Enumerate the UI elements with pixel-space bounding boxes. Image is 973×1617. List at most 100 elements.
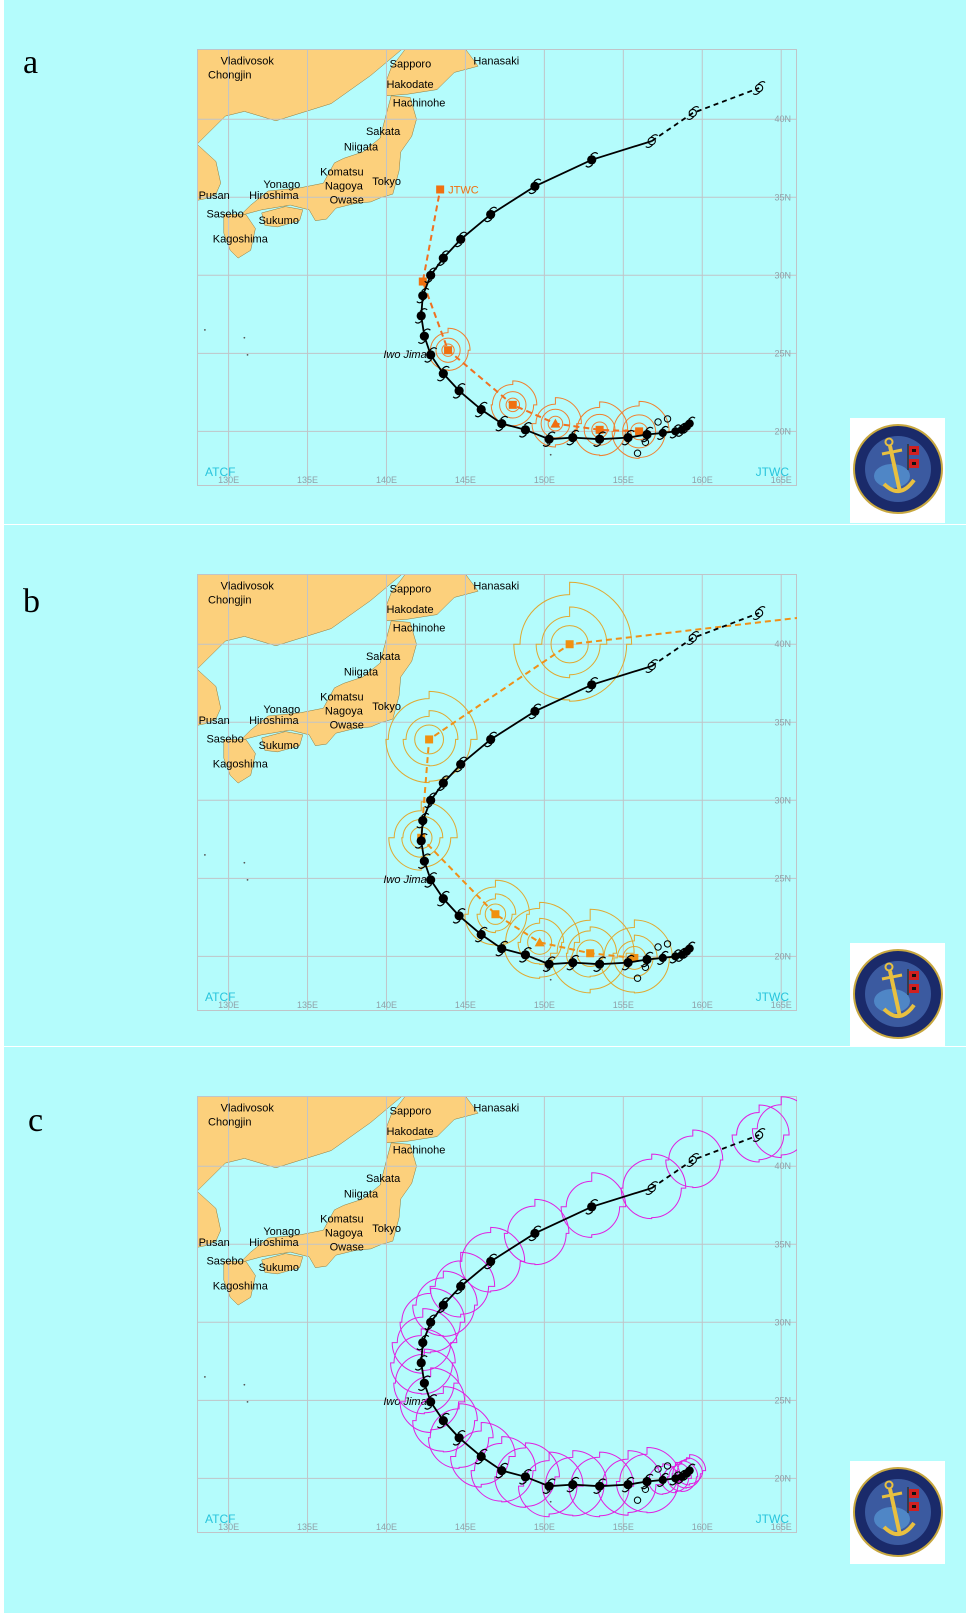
city-label: Sakata <box>366 1173 401 1185</box>
track-symbol <box>436 890 450 907</box>
track-symbol-extratropical <box>752 81 766 95</box>
lon-label: 150E <box>534 475 555 485</box>
wind-radius-ring <box>441 343 455 357</box>
genesis-symbol <box>654 943 662 951</box>
city-label: Hakodate <box>386 79 433 91</box>
landmass-group <box>197 49 552 456</box>
wind-radius-ring <box>503 1198 570 1266</box>
lon-label: 140E <box>376 1522 397 1532</box>
lon-label: 165E <box>771 1000 792 1010</box>
city-label: Hiroshima <box>249 715 299 727</box>
wind-radius-ring <box>517 917 565 965</box>
city-label: Chongjin <box>208 70 251 82</box>
city-label: Sasebo <box>206 209 243 221</box>
city-label: Komatsu <box>320 691 363 703</box>
lon-label: 145E <box>455 475 476 485</box>
city-label: Vladivosok <box>221 56 275 68</box>
lon-label: 155E <box>613 1522 634 1532</box>
track-symbol-extratropical <box>686 106 700 120</box>
landmass <box>242 620 417 746</box>
track-symbol <box>436 250 450 266</box>
track-symbol <box>528 178 542 195</box>
lon-label: 135E <box>297 475 318 485</box>
best-track <box>414 81 766 457</box>
landmass <box>197 1190 221 1248</box>
lon-label: 160E <box>692 1000 713 1010</box>
track-symbol <box>436 775 450 791</box>
seal-ocean <box>874 1507 910 1531</box>
city-label: Sakata <box>366 126 401 138</box>
track-symbol <box>424 347 438 363</box>
track-symbol <box>593 956 607 972</box>
wind-radius-ring <box>541 1450 608 1517</box>
map-frame <box>197 1096 797 1533</box>
wind-radius-ring <box>535 606 608 679</box>
genesis-symbol <box>641 438 650 446</box>
anchor-shank <box>888 445 902 493</box>
wind-radius-ring <box>399 1367 466 1434</box>
track-symbol <box>656 950 669 966</box>
track-symbol-extratropical <box>645 1181 659 1196</box>
lon-label: 140E <box>376 1000 397 1010</box>
track-symbol <box>454 1278 468 1295</box>
wind-radius-ring <box>615 1446 682 1514</box>
landmass <box>242 1142 417 1268</box>
track-symbol <box>656 425 669 441</box>
track-symbol <box>669 1471 682 1486</box>
island-dot <box>203 329 206 331</box>
flag-center <box>912 449 916 452</box>
wind-radius-ring <box>435 337 461 363</box>
panel-label: a <box>23 44 39 81</box>
anchor-stock <box>881 448 903 456</box>
panel-c: c 130E135E140E145E150E155E160E165E20N20N… <box>4 1047 966 1613</box>
island-dot <box>243 861 246 864</box>
lat-label-right: 35N <box>774 717 791 727</box>
panel-a: a 130E135E140E145E150E155E160E165E20N20N… <box>4 0 966 524</box>
island-dot <box>203 1376 206 1378</box>
best-track <box>414 1128 766 1504</box>
track-symbol <box>593 431 607 447</box>
wind-radius-ring <box>550 908 635 994</box>
wind-radius-ring <box>647 1463 680 1495</box>
city-label: Hachinohe <box>393 1145 446 1157</box>
wind-radius-ring <box>484 903 507 925</box>
lat-label-right: 35N <box>774 1239 791 1249</box>
wind-radius-ring <box>565 926 618 978</box>
city-label: Pusan <box>199 1237 230 1249</box>
grid: 130E135E140E145E150E155E160E165E20N20N25… <box>197 574 797 1011</box>
city-label: Sasebo <box>206 1256 243 1268</box>
forecast-marker <box>550 418 561 428</box>
landmass <box>261 1253 304 1275</box>
flag-center <box>912 1505 916 1508</box>
track-symbol <box>424 1394 438 1410</box>
flag-center <box>912 987 916 990</box>
city-label: Niigata <box>344 1188 379 1200</box>
forecast-group: JTWC <box>418 184 670 459</box>
genesis-symbol <box>641 963 650 971</box>
landmass <box>223 214 256 259</box>
wind-radius-ring <box>505 397 521 413</box>
island-dot <box>243 1383 246 1386</box>
lon-label: 130E <box>218 475 239 485</box>
wind-radius-ring <box>513 581 633 702</box>
city-label: Nagoya <box>325 705 364 717</box>
anchor-ring <box>884 437 894 447</box>
track-symbol-extratropical <box>752 606 766 620</box>
city-label: Hanasaki <box>473 56 519 68</box>
city-label: Owase <box>330 195 364 207</box>
city-label: Kagoshima <box>213 1281 269 1293</box>
lat-label-right: 30N <box>774 270 791 280</box>
lon-label: 135E <box>297 1000 318 1010</box>
wind-radius-ring <box>611 400 670 459</box>
wind-radius-ring <box>666 1460 699 1493</box>
logo-seal <box>853 1467 943 1557</box>
forecast-marker <box>444 346 453 355</box>
track-symbol <box>452 383 466 399</box>
track-symbol <box>528 1225 542 1242</box>
forecast-marker <box>565 640 574 649</box>
sea <box>197 49 797 486</box>
island-dot <box>549 453 552 456</box>
track-symbol <box>656 1472 669 1488</box>
city-label: Chongjin <box>208 595 251 607</box>
wind-radius-ring <box>665 1129 724 1189</box>
